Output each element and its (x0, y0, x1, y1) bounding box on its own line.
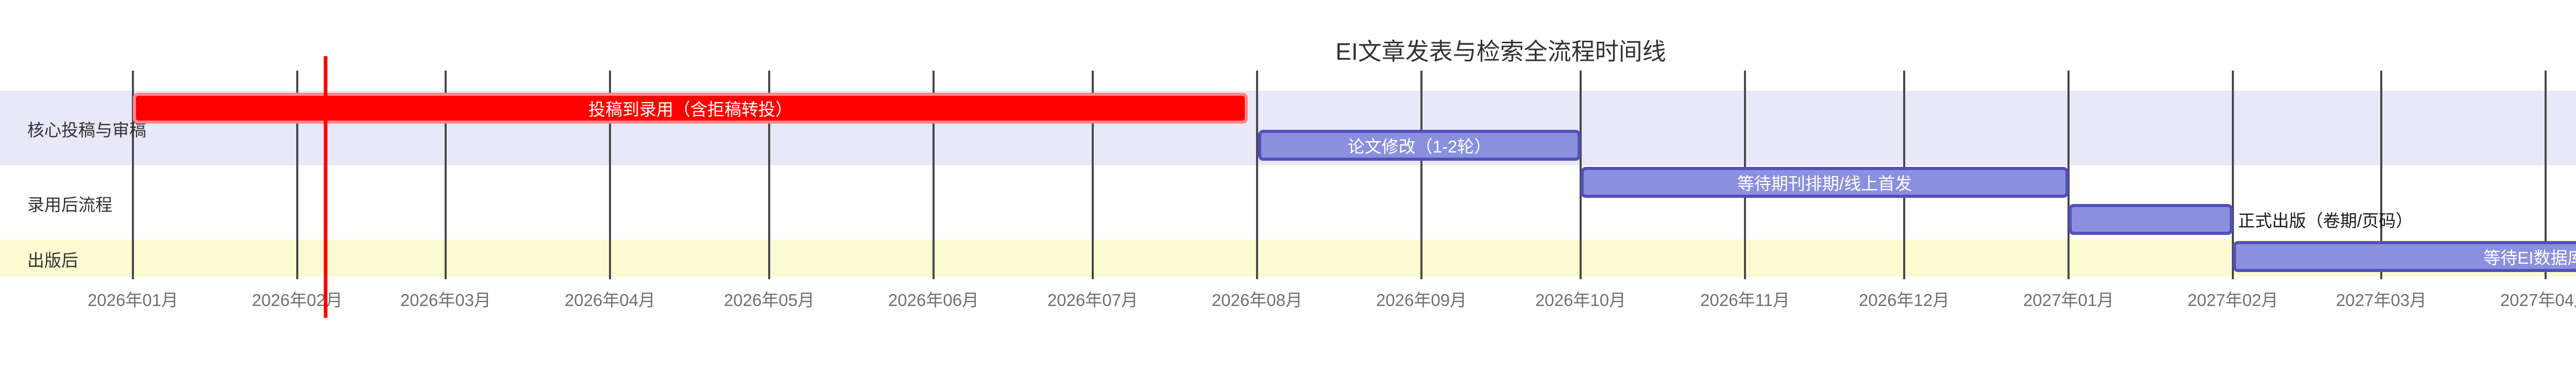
grid-line (2232, 71, 2234, 279)
task-label: 论文修改（1-2轮） (1347, 137, 1492, 156)
axis-label: 2027年03月 (2335, 291, 2427, 310)
section-band (0, 240, 2576, 277)
axis-label: 2026年10月 (1535, 291, 1626, 310)
grid-line (132, 71, 134, 279)
section-label: 核心投稿与审稿 (27, 121, 146, 140)
axis-label: 2026年09月 (1376, 291, 1467, 310)
task-bar (2069, 204, 2233, 235)
grid-line (1420, 71, 1422, 279)
chart-title: EI文章发表与检索全流程时间线 (1335, 38, 1666, 65)
axis-label: 2026年03月 (400, 291, 492, 310)
axis-label: 2026年12月 (1858, 291, 1950, 310)
grid-line (1092, 71, 1094, 279)
grid-line (2545, 71, 2547, 279)
axis-label: 2027年02月 (2187, 291, 2279, 310)
section-label: 出版后 (27, 251, 78, 270)
axis-label: 2026年06月 (888, 291, 979, 310)
grid-line (609, 71, 611, 279)
grid-line (768, 71, 770, 279)
axis-label: 2027年04月 (2500, 291, 2576, 310)
grid-line (933, 71, 935, 279)
axis-label: 2026年07月 (1047, 291, 1139, 310)
grid-line (2067, 71, 2070, 279)
grid-line (2380, 71, 2382, 279)
axis-label: 2026年11月 (1700, 291, 1790, 310)
axis-label: 2026年05月 (723, 291, 815, 310)
grid-line (445, 71, 447, 279)
axis-label: 2026年02月 (251, 291, 343, 310)
task-bar: 投稿到录用（含拒稿转投） (133, 93, 1248, 124)
task-label: 等待期刊排期/线上首发 (1737, 174, 1912, 193)
task-label: 等待EI数据库收录 (2483, 248, 2576, 267)
grid-line (296, 71, 298, 279)
axis-label: 2026年08月 (1211, 291, 1303, 310)
axis-label: 2026年04月 (564, 291, 656, 310)
task-bar: 等待EI数据库收录 (2233, 241, 2576, 272)
task-bar: 论文修改（1-2轮） (1258, 130, 1581, 161)
section-label: 录用后流程 (27, 195, 112, 214)
task-label: 投稿到录用（含拒稿转投） (588, 100, 792, 119)
axis-label: 2026年01月 (87, 291, 179, 310)
task-bar: 等待期刊排期/线上首发 (1581, 167, 2069, 198)
grid-line (1256, 71, 1258, 279)
today-marker-line (324, 56, 328, 318)
axis-label: 2027年01月 (2023, 291, 2114, 310)
task-outside-label: 正式出版（卷期/页码） (2238, 211, 2413, 230)
